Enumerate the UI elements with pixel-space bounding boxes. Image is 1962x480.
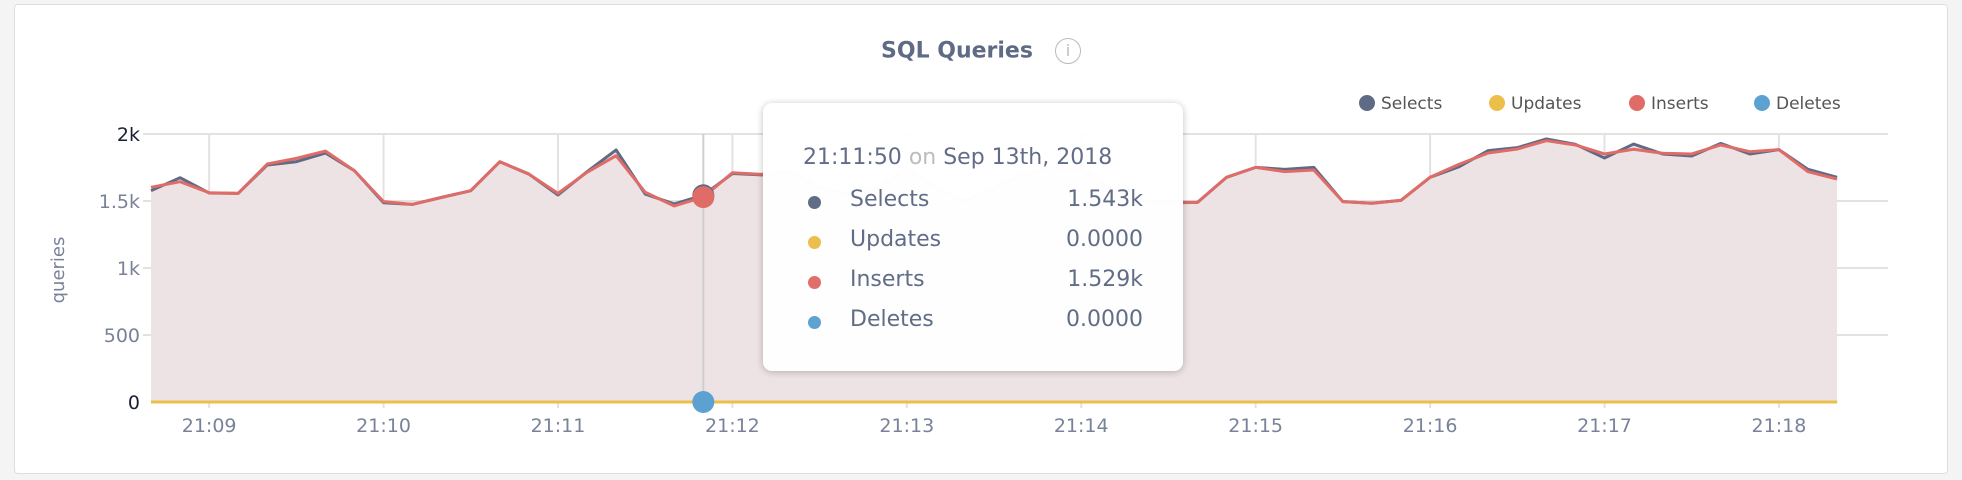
y-tick-label: 500 bbox=[104, 325, 140, 347]
deletes-dot-icon bbox=[808, 316, 821, 329]
x-tick-label: 21:13 bbox=[879, 415, 934, 437]
tooltip-row-updates: Updates 0.0000 bbox=[803, 227, 1143, 257]
tooltip: 21:11:50 on Sep 13th, 2018 Selects 1.543… bbox=[763, 103, 1183, 371]
tooltip-label: Deletes bbox=[850, 307, 934, 332]
y-tick-label: 1.5k bbox=[99, 191, 140, 213]
tooltip-value: 0.0000 bbox=[1066, 307, 1143, 332]
hover-marker-deletes bbox=[692, 391, 715, 413]
x-tick-label: 21:15 bbox=[1228, 415, 1283, 437]
x-tick-label: 21:12 bbox=[705, 415, 760, 437]
tooltip-value: 1.529k bbox=[1067, 267, 1143, 292]
x-tick-label: 21:17 bbox=[1577, 415, 1632, 437]
legend-deletes-dot-icon bbox=[1754, 95, 1770, 111]
tooltip-value: 1.543k bbox=[1067, 187, 1143, 212]
chart-title: SQL Queries bbox=[881, 38, 1033, 64]
tooltip-row-selects: Selects 1.543k bbox=[803, 187, 1143, 217]
tooltip-label: Inserts bbox=[850, 267, 925, 292]
tooltip-row-deletes: Deletes 0.0000 bbox=[803, 307, 1143, 337]
legend-inserts-label: Inserts bbox=[1651, 94, 1709, 114]
info-icon[interactable]: i bbox=[1054, 38, 1081, 64]
tooltip-label: Updates bbox=[850, 227, 942, 252]
tooltip-label: Selects bbox=[850, 187, 930, 212]
legend-updates-dot-icon bbox=[1489, 95, 1505, 111]
y-tick-label: 0 bbox=[128, 392, 140, 414]
x-tick-label: 21:10 bbox=[356, 415, 411, 437]
tooltip-time: 21:11:50 bbox=[803, 145, 902, 170]
selects-dot-icon bbox=[808, 196, 821, 209]
tooltip-header: 21:11:50 on Sep 13th, 2018 bbox=[803, 145, 1112, 170]
x-tick-label: 21:18 bbox=[1752, 415, 1807, 437]
tooltip-value: 0.0000 bbox=[1066, 227, 1143, 252]
updates-dot-icon bbox=[808, 236, 821, 249]
y-tick-label: 1k bbox=[117, 258, 140, 280]
tooltip-row-inserts: Inserts 1.529k bbox=[803, 267, 1143, 297]
tooltip-date: Sep 13th, 2018 bbox=[943, 145, 1113, 170]
x-tick-label: 21:09 bbox=[182, 415, 237, 437]
chart-title-row: SQL Queries i bbox=[0, 38, 1962, 64]
legend-selects-label: Selects bbox=[1381, 94, 1442, 114]
legend-deletes-label: Deletes bbox=[1776, 94, 1841, 114]
tooltip-on: on bbox=[908, 145, 937, 170]
y-tick-label: 2k bbox=[117, 124, 140, 146]
hover-marker-inserts bbox=[692, 186, 715, 209]
x-tick-label: 21:16 bbox=[1403, 415, 1458, 437]
legend-updates-label: Updates bbox=[1511, 94, 1582, 114]
legend-selects-dot-icon bbox=[1359, 95, 1375, 111]
inserts-dot-icon bbox=[808, 276, 821, 289]
y-axis-label: queries bbox=[48, 237, 69, 304]
x-tick-label: 21:14 bbox=[1054, 415, 1109, 437]
legend-inserts-dot-icon bbox=[1629, 95, 1645, 111]
x-tick-label: 21:11 bbox=[531, 415, 586, 437]
